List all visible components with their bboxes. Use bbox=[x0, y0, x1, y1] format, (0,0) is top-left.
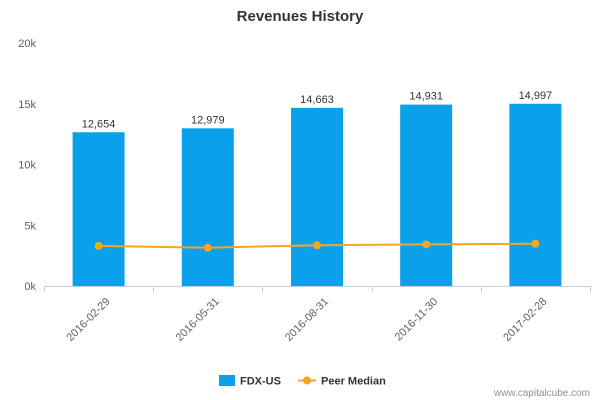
bar-series bbox=[72, 103, 562, 287]
legend-item-peer-median[interactable]: Peer Median bbox=[298, 376, 386, 388]
y-tick-label: 10k bbox=[18, 160, 36, 172]
bar-data-label: 12,654 bbox=[82, 118, 116, 130]
x-tick-label: 2016-08-31 bbox=[283, 296, 331, 344]
credit-text: www.capitalcube.com bbox=[493, 388, 590, 399]
peer-median-point[interactable] bbox=[422, 240, 431, 249]
x-tick-label: 2016-11-30 bbox=[393, 296, 441, 344]
peer-median-series bbox=[94, 239, 540, 252]
y-tick-label: 15k bbox=[18, 99, 36, 111]
legend: FDX-US Peer Median bbox=[219, 375, 386, 388]
bar-fdx-us[interactable] bbox=[72, 132, 125, 286]
legend-fdx-label: FDX-US bbox=[240, 376, 281, 388]
x-axis: 2016-02-29 2016-05-31 2016-08-31 2016-11-30… bbox=[44, 286, 591, 344]
peer-median-point[interactable] bbox=[313, 241, 321, 250]
legend-peer-marker-icon bbox=[303, 376, 311, 385]
peer-median-point[interactable] bbox=[531, 239, 540, 248]
legend-item-fdx[interactable]: FDX-US bbox=[219, 375, 281, 388]
bar-fdx-us[interactable] bbox=[181, 128, 234, 286]
y-tick-label: 0k bbox=[24, 281, 36, 293]
y-axis: 0k 5k 10k 15k 20k bbox=[18, 38, 36, 293]
chart-title: Revenues History bbox=[237, 8, 364, 25]
bar-fdx-us[interactable] bbox=[509, 103, 562, 286]
y-tick-label: 20k bbox=[18, 38, 36, 50]
x-tick-label: 2016-05-31 bbox=[174, 296, 222, 344]
y-tick-label: 5k bbox=[24, 220, 36, 232]
legend-fdx-swatch bbox=[219, 375, 235, 386]
bar-data-label: 14,663 bbox=[300, 94, 334, 106]
bar-data-labels: 12,654 12,979 14,663 14,931 14,997 bbox=[82, 90, 552, 130]
legend-peer-label: Peer Median bbox=[321, 376, 386, 388]
x-tick-label: 2016-02-29 bbox=[64, 296, 112, 344]
bar-data-label: 14,931 bbox=[409, 91, 443, 103]
bar-fdx-us[interactable] bbox=[400, 104, 453, 286]
bar-fdx-us[interactable] bbox=[291, 107, 343, 287]
bar-data-label: 14,997 bbox=[519, 90, 553, 102]
peer-median-point[interactable] bbox=[203, 243, 212, 252]
bar-data-label: 12,979 bbox=[191, 114, 225, 126]
peer-median-point[interactable] bbox=[94, 241, 103, 250]
x-tick-label: 2017-02-28 bbox=[501, 296, 549, 344]
